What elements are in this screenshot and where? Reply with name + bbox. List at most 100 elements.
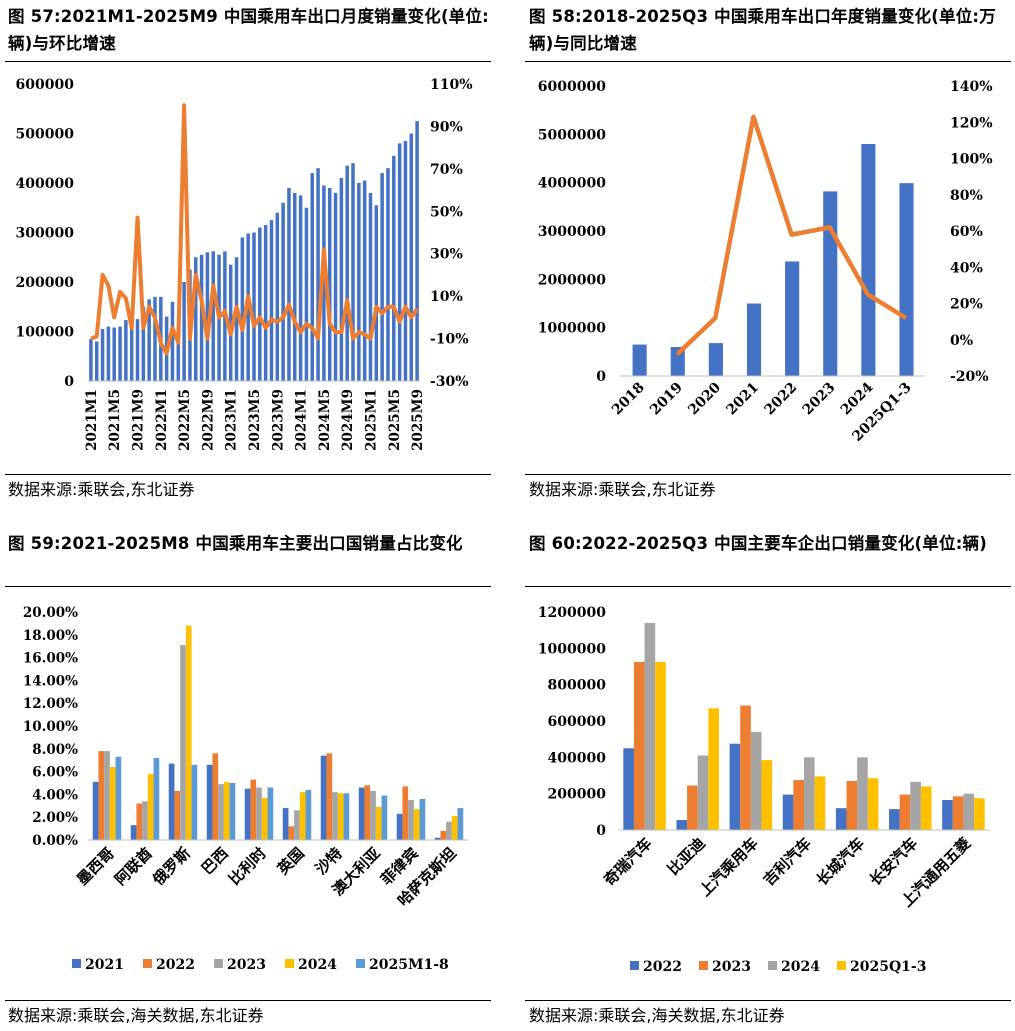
- y-tick-label: 2.00%: [32, 810, 78, 826]
- x-tick-label: 2025M9: [410, 389, 426, 451]
- bar-share-2023: [256, 787, 262, 840]
- bar-share-2025M1-8: [343, 793, 350, 840]
- x-tick-label: 2023M1: [224, 389, 240, 451]
- bar-monthly-sales: [403, 140, 408, 381]
- bar-exports-2023: [633, 661, 645, 830]
- bar-share-2022: [402, 786, 409, 840]
- bar-monthly-sales: [199, 254, 204, 381]
- bar-share-2022: [326, 753, 333, 840]
- x-tick-label: 2022M1: [154, 389, 170, 451]
- x-tick-label: 2024M5: [317, 389, 333, 451]
- legend-swatch: [768, 961, 777, 970]
- bar-monthly-sales: [89, 338, 93, 381]
- x-tick-label: 英国: [274, 844, 308, 878]
- bar-monthly-sales: [234, 257, 239, 381]
- bar-monthly-sales: [269, 220, 274, 381]
- fig60-title-rule: [525, 586, 1011, 587]
- y-tick-label: 14.00%: [23, 673, 78, 689]
- y-tick-label: 800000: [548, 678, 607, 694]
- legend-label: 2022: [156, 957, 195, 973]
- x-tick-label: 2020: [685, 379, 724, 418]
- bar-share-2024: [223, 781, 230, 840]
- bar-exports-2025Q1-3: [867, 778, 879, 830]
- bar-monthly-sales: [333, 192, 338, 381]
- bar-share-2024: [337, 793, 344, 840]
- bar-exports-2025Q1-3: [920, 786, 932, 830]
- bar-share-2023: [218, 784, 224, 840]
- bar-monthly-sales: [176, 329, 181, 381]
- fig59-title-rule: [5, 586, 491, 587]
- bar-share-2024: [109, 767, 116, 840]
- bar-share-2021: [434, 837, 441, 840]
- bar-monthly-sales: [362, 180, 367, 381]
- bar-share-2022: [288, 826, 295, 840]
- bar-share-2025M1-8: [115, 756, 122, 840]
- y-tick-label: 16.00%: [23, 651, 78, 667]
- x-tick-label: 沙特: [312, 844, 346, 878]
- bar-monthly-sales: [124, 320, 128, 381]
- bar-share-2025M1-8: [153, 757, 160, 840]
- x-tick-label: 2019: [647, 380, 686, 419]
- legend-swatch: [72, 959, 81, 968]
- bar-share-2024: [261, 797, 268, 840]
- bar-monthly-sales: [380, 173, 384, 381]
- y2-tick-label: 100%: [950, 152, 993, 168]
- bar-share-2023: [408, 800, 414, 840]
- fig57-source: 数据来源:乘联会,东北证券: [8, 480, 195, 499]
- bar-monthly-sales: [153, 296, 157, 381]
- bar-monthly-sales: [129, 315, 134, 381]
- legend-swatch: [630, 961, 639, 970]
- bar-share-2021: [320, 755, 327, 840]
- bar-annual-sales: [708, 343, 723, 376]
- bar-exports-2022: [623, 748, 634, 830]
- y-tick-label: 4000000: [538, 176, 606, 192]
- bar-annual-sales: [823, 191, 838, 376]
- x-tick-label: 2018: [609, 380, 648, 419]
- bar-share-2021: [282, 808, 289, 840]
- y2-tick-label: 70%: [430, 162, 463, 178]
- bar-monthly-sales: [397, 143, 402, 381]
- bar-monthly-sales: [94, 341, 99, 381]
- bar-share-2025M1-8: [191, 764, 198, 840]
- bar-share-2023: [370, 790, 376, 840]
- bar-annual-sales: [746, 303, 762, 376]
- bar-monthly-sales: [275, 212, 280, 381]
- bar-share-2021: [130, 825, 137, 840]
- bar-share-2022: [250, 779, 257, 840]
- y2-tick-label: 140%: [950, 79, 993, 95]
- x-tick-label: 阿联酋: [111, 844, 156, 889]
- bar-exports-2023: [740, 705, 751, 830]
- bar-monthly-sales: [106, 326, 111, 381]
- bar-share-2025M1-8: [457, 808, 464, 840]
- line-yoy-growth: [675, 114, 908, 356]
- bar-exports-2025Q1-3: [761, 760, 773, 830]
- bar-share-2023: [142, 801, 148, 840]
- bar-monthly-sales: [327, 187, 332, 381]
- y-tick-label: 100000: [16, 325, 75, 341]
- bar-exports-2022: [835, 808, 847, 830]
- bar-monthly-sales: [112, 327, 116, 381]
- y-tick-label: 0: [64, 374, 74, 390]
- legend-swatch: [356, 959, 365, 968]
- y-tick-label: 600000: [548, 714, 607, 730]
- x-tick-label: 2023: [800, 380, 839, 419]
- bar-exports-2023: [846, 780, 858, 830]
- y2-tick-label: 120%: [950, 115, 993, 131]
- fig60-source-rule: [525, 1000, 1011, 1001]
- legend-label: 2022: [643, 959, 682, 975]
- x-tick-label: 奇瑞汽车: [600, 834, 655, 889]
- y-tick-label: 0.00%: [32, 833, 78, 849]
- bar-share-2024: [451, 816, 458, 840]
- chart-fig59: 0.00% 2.00% 4.00% 6.00% 8.00% 10.00% 12.00% 14.…: [23, 605, 468, 973]
- bar-monthly-sales: [211, 251, 215, 381]
- bar-monthly-sales: [135, 319, 140, 381]
- bar-monthly-sales: [392, 155, 396, 381]
- y2-tick-label: 80%: [950, 188, 983, 204]
- bar-share-2022: [212, 753, 219, 840]
- bar-monthly-sales: [281, 202, 285, 381]
- bar-annual-sales: [899, 183, 914, 376]
- y2-tick-label: 20%: [950, 297, 983, 313]
- x-tick-label: 2021: [723, 380, 762, 419]
- fig58-title: 图 58:2018-2025Q3 中国乘用车出口年度销量变化(单位:万辆)与同比…: [529, 7, 996, 53]
- y-tick-label: 0: [596, 369, 606, 385]
